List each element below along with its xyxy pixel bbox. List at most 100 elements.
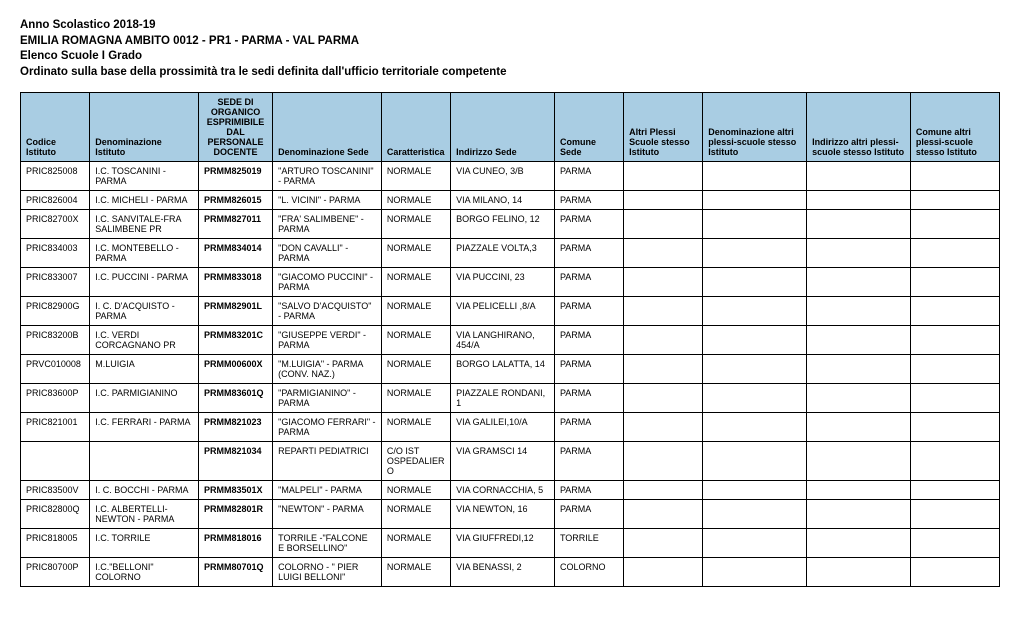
table-cell	[910, 326, 999, 355]
table-cell	[21, 442, 90, 481]
table-cell	[807, 191, 911, 210]
table-cell: PARMA	[554, 297, 623, 326]
table-cell: I. C. D'ACQUISTO - PARMA	[90, 297, 199, 326]
table-cell: I.C. SANVITALE-FRA SALIMBENE PR	[90, 210, 199, 239]
table-cell: VIA PUCCINI, 23	[451, 268, 555, 297]
table-cell: NORMALE	[381, 384, 450, 413]
table-cell: PRIC818005	[21, 529, 90, 558]
table-cell: PARMA	[554, 191, 623, 210]
table-cell: TORRILE	[554, 529, 623, 558]
table-row: PRIC834003I.C. MONTEBELLO - PARMAPRMM834…	[21, 239, 1000, 268]
table-cell: "ARTURO TOSCANINI" - PARMA	[273, 162, 382, 191]
table-cell	[624, 210, 703, 239]
table-cell: PARMA	[554, 268, 623, 297]
table-cell: BORGO FELINO, 12	[451, 210, 555, 239]
table-row: PRIC82800QI.C. ALBERTELLI-NEWTON - PARMA…	[21, 500, 1000, 529]
table-cell	[624, 500, 703, 529]
table-cell	[703, 413, 807, 442]
schools-table: Codice IstitutoDenominazione IstitutoSED…	[20, 92, 1000, 587]
table-cell: M.LUIGIA	[90, 355, 199, 384]
table-cell	[703, 442, 807, 481]
table-cell: COLORNO - " PIER LUIGI BELLONI"	[273, 558, 382, 587]
table-cell	[807, 558, 911, 587]
col-header: SEDE DI ORGANICO ESPRIMIBILE DAL PERSONA…	[198, 93, 272, 162]
table-cell: PRMM83601Q	[198, 384, 272, 413]
table-cell: I.C."BELLONI" COLORNO	[90, 558, 199, 587]
table-cell	[624, 384, 703, 413]
table-cell: NORMALE	[381, 481, 450, 500]
table-cell: PARMA	[554, 481, 623, 500]
table-cell: I. C. BOCCHI - PARMA	[90, 481, 199, 500]
table-cell	[703, 529, 807, 558]
header-line-4: Ordinato sulla base della prossimità tra…	[20, 65, 1000, 81]
table-row: PRIC825008I.C. TOSCANINI - PARMAPRMM8250…	[21, 162, 1000, 191]
table-row: PRIC82900GI. C. D'ACQUISTO - PARMAPRMM82…	[21, 297, 1000, 326]
table-cell: PRMM00600X	[198, 355, 272, 384]
table-cell	[703, 384, 807, 413]
table-cell: "M.LUIGIA" - PARMA (CONV. NAZ.)	[273, 355, 382, 384]
table-cell	[624, 297, 703, 326]
table-cell: PRMM82901L	[198, 297, 272, 326]
table-cell	[624, 239, 703, 268]
table-row: PRVC010008M.LUIGIAPRMM00600X"M.LUIGIA" -…	[21, 355, 1000, 384]
table-cell: PARMA	[554, 162, 623, 191]
table-cell	[624, 191, 703, 210]
table-cell: PRMM821023	[198, 413, 272, 442]
table-cell: PRMM826015	[198, 191, 272, 210]
table-cell: BORGO LALATTA, 14	[451, 355, 555, 384]
table-cell	[807, 442, 911, 481]
table-cell: PRMM83501X	[198, 481, 272, 500]
table-cell	[807, 162, 911, 191]
table-cell	[807, 500, 911, 529]
table-cell: COLORNO	[554, 558, 623, 587]
table-cell: VIA CUNEO, 3/B	[451, 162, 555, 191]
table-cell	[910, 558, 999, 587]
table-row: PRIC83600PI.C. PARMIGIANINOPRMM83601Q"PA…	[21, 384, 1000, 413]
table-cell	[703, 191, 807, 210]
header-line-3: Elenco Scuole I Grado	[20, 49, 1000, 65]
table-cell	[807, 297, 911, 326]
table-cell: PRIC83200B	[21, 326, 90, 355]
table-cell: PRMM827011	[198, 210, 272, 239]
table-cell: NORMALE	[381, 529, 450, 558]
table-cell: PRIC834003	[21, 239, 90, 268]
table-row: PRIC83500VI. C. BOCCHI - PARMAPRMM83501X…	[21, 481, 1000, 500]
table-cell: VIA CORNACCHIA, 5	[451, 481, 555, 500]
table-cell	[624, 268, 703, 297]
table-row: PRIC82700XI.C. SANVITALE-FRA SALIMBENE P…	[21, 210, 1000, 239]
table-cell: PIAZZALE VOLTA,3	[451, 239, 555, 268]
table-cell: VIA BENASSI, 2	[451, 558, 555, 587]
table-cell	[807, 239, 911, 268]
table-header-row: Codice IstitutoDenominazione IstitutoSED…	[21, 93, 1000, 162]
table-cell: "GIACOMO FERRARI" - PARMA	[273, 413, 382, 442]
table-cell: PRIC83600P	[21, 384, 90, 413]
table-cell: PRIC82700X	[21, 210, 90, 239]
table-cell	[703, 297, 807, 326]
table-cell: I.C. PUCCINI - PARMA	[90, 268, 199, 297]
table-cell: "NEWTON" - PARMA	[273, 500, 382, 529]
table-cell: PRIC821001	[21, 413, 90, 442]
col-header: Altri Plessi Scuole stesso Istituto	[624, 93, 703, 162]
table-cell	[807, 210, 911, 239]
table-row: PRIC833007I.C. PUCCINI - PARMAPRMM833018…	[21, 268, 1000, 297]
table-cell: I.C. VERDI CORCAGNANO PR	[90, 326, 199, 355]
table-cell	[910, 210, 999, 239]
table-cell: VIA NEWTON, 16	[451, 500, 555, 529]
table-cell: VIA GALILEI,10/A	[451, 413, 555, 442]
table-cell	[910, 442, 999, 481]
table-cell: PRIC82800Q	[21, 500, 90, 529]
table-cell	[910, 529, 999, 558]
col-header: Comune Sede	[554, 93, 623, 162]
table-cell: PRIC825008	[21, 162, 90, 191]
col-header: Comune altri plessi-scuole stesso Istitu…	[910, 93, 999, 162]
table-cell: I.C. ALBERTELLI-NEWTON - PARMA	[90, 500, 199, 529]
table-cell: PRIC833007	[21, 268, 90, 297]
table-cell: "GIACOMO PUCCINI" - PARMA	[273, 268, 382, 297]
table-cell	[703, 162, 807, 191]
table-cell: PRMM818016	[198, 529, 272, 558]
table-cell: PRIC83500V	[21, 481, 90, 500]
document-header: Anno Scolastico 2018-19 EMILIA ROMAGNA A…	[20, 18, 1000, 80]
table-cell: I.C. TORRILE	[90, 529, 199, 558]
table-cell: VIA GIUFFREDI,12	[451, 529, 555, 558]
table-cell: NORMALE	[381, 297, 450, 326]
